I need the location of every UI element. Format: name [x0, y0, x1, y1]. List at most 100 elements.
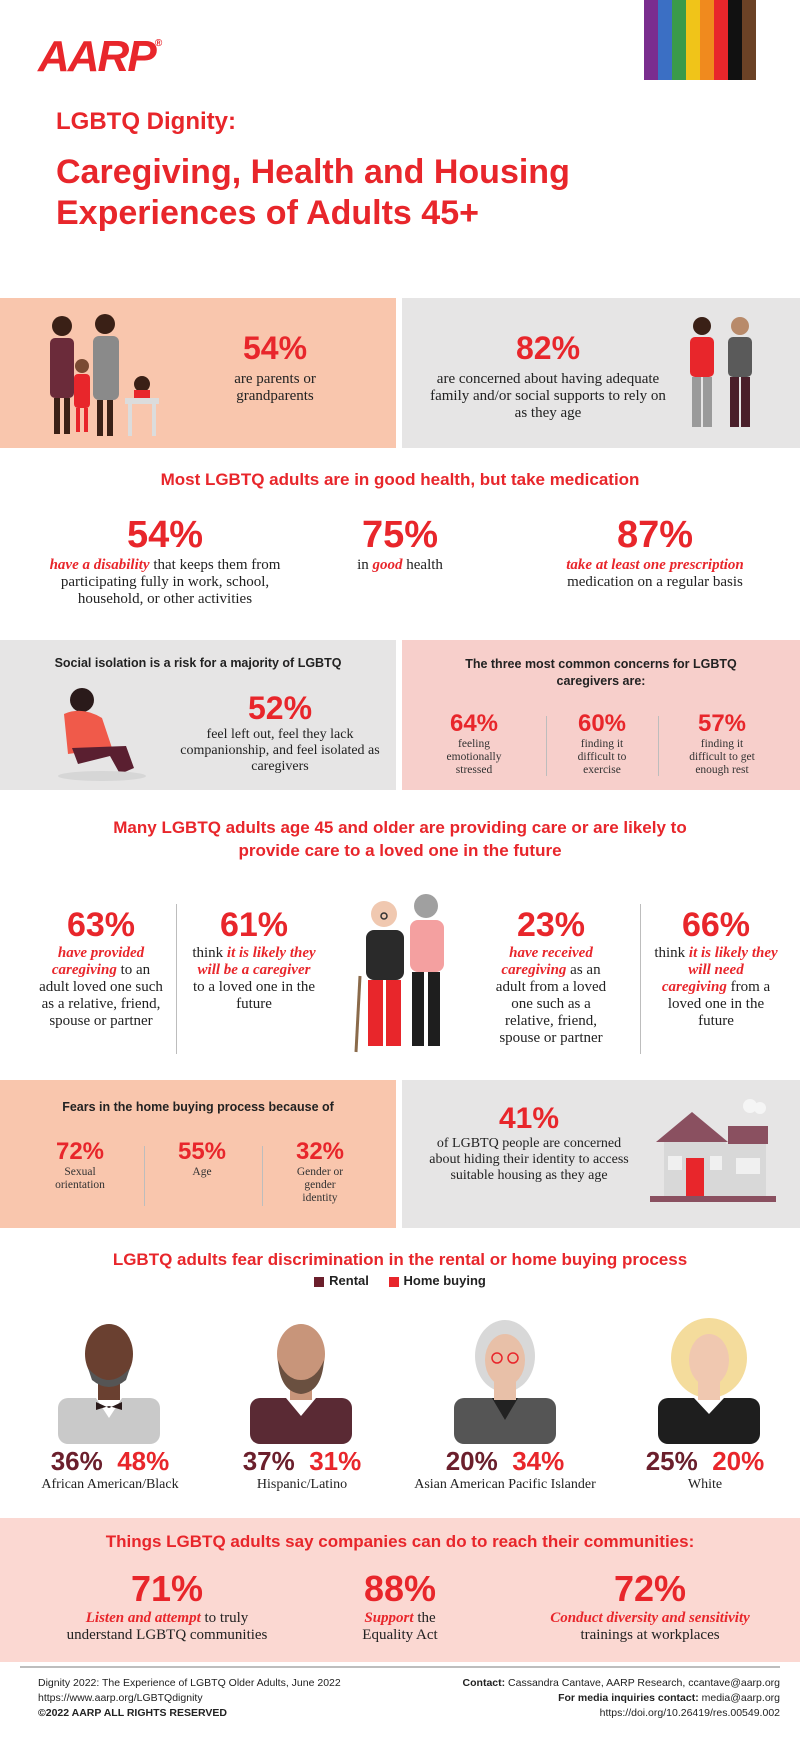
buying-pct: 34%	[512, 1446, 565, 1476]
fear-pct: 32%	[295, 1138, 345, 1165]
footer-divider	[20, 1666, 780, 1668]
fear-pct: 55%	[177, 1138, 227, 1165]
legend-buying: Home buying	[388, 1273, 486, 1288]
portrait-white	[658, 1318, 760, 1444]
media-label: For media inquiries contact:	[558, 1692, 699, 1704]
concern-desc: finding it difficult to get enough rest	[689, 738, 755, 776]
pride-stripe	[728, 0, 742, 80]
divider	[262, 1146, 263, 1206]
buying-pct: 31%	[309, 1446, 362, 1476]
isolated-person-illustration	[58, 688, 146, 781]
group-label: Hispanic/Latino	[256, 1477, 348, 1492]
legend-rental-swatch	[314, 1276, 325, 1287]
care-will-be-desc: to a loved one in the future	[192, 979, 316, 1012]
care-will-be-pct: 61%	[219, 906, 289, 944]
isolation-panel: Social isolation is a risk for a majorit…	[0, 640, 396, 790]
pride-stripe	[658, 0, 672, 80]
footer-url[interactable]: https://www.aarp.org/LGBTQdignity	[38, 1692, 203, 1704]
fear-item: 55% Age	[152, 1138, 252, 1179]
care-provided-pct: 63%	[66, 906, 136, 944]
care-received-desc: as an adult from a loved one such as a r…	[495, 962, 607, 1046]
media-email[interactable]: media@aarp.org	[701, 1692, 780, 1704]
buying-pct: 20%	[712, 1446, 765, 1476]
isolation-pct: 52%	[247, 690, 313, 726]
companies-panel: Things LGBTQ adults say companies can do…	[0, 1518, 800, 1662]
company-pct: 71%	[130, 1568, 204, 1609]
divider	[658, 716, 659, 776]
health-heading: Most LGBTQ adults are in good health, bu…	[160, 470, 640, 489]
discrimination-group: 37% 31% Hispanic/Latino	[212, 1446, 392, 1493]
care-will-be-em: it is likely they will be a	[197, 945, 316, 978]
group-label: African American/Black	[41, 1477, 179, 1492]
care-stat-provided: 63% have provided caregiving to an adult…	[36, 906, 166, 1030]
group-label: Asian American Pacific Islander	[414, 1477, 596, 1492]
company-pct: 88%	[363, 1568, 437, 1609]
medication-em: take at least one prescription	[566, 557, 744, 573]
discrimination-group: 36% 48% African American/Black	[20, 1446, 200, 1493]
rental-pct: 36%	[50, 1446, 103, 1476]
concerns-heading: The three most common concerns for LGBTQ…	[465, 657, 737, 688]
discrimination-heading: LGBTQ adults fear discrimination in the …	[112, 1250, 688, 1269]
companies-heading: Things LGBTQ adults say companies can do…	[105, 1532, 695, 1551]
disability-em: have a disability	[49, 557, 150, 573]
page-subtitle: LGBTQ Dignity:	[56, 108, 236, 135]
concern-item: 57% finding it difficult to get enough r…	[664, 710, 780, 777]
doi-link[interactable]: https://doi.org/10.26419/res.00549.002	[599, 1707, 780, 1719]
fear-pct: 72%	[55, 1138, 105, 1165]
fear-item: 32% Gender or gender identity	[270, 1138, 370, 1205]
parents-pct: 54%	[242, 330, 308, 366]
divider	[640, 904, 641, 1054]
care-will-need-em: it is likely they will need caregiving	[661, 945, 778, 995]
care-will-need-desc: from a loved one in the future	[667, 979, 771, 1029]
concern-pct: 64%	[449, 710, 499, 737]
company-desc: the Equality Act	[362, 1610, 438, 1643]
company-desc: to truly understand LGBTQ communities	[66, 1610, 268, 1643]
care-will-be-em2: caregiver	[252, 962, 311, 978]
buying-pct: 48%	[117, 1446, 170, 1476]
housing-pct: 41%	[498, 1102, 560, 1135]
care-stat-will-need: 66% think it is likely they will need ca…	[654, 906, 778, 1030]
care-stat-will-be: 61% think it is likely they will be a ca…	[192, 906, 316, 1013]
couple-illustration	[690, 317, 752, 427]
supports-pct: 82%	[515, 330, 581, 366]
portrait-hispanic	[250, 1324, 352, 1444]
care-provided-desc: to an adult loved one such as a relative…	[39, 962, 163, 1029]
company-em: Listen and attempt	[85, 1610, 201, 1626]
care-provided-em: have provided caregiving	[51, 945, 145, 978]
care-received-em: have received caregiving	[501, 945, 593, 978]
home-fears-heading: Fears in the home buying process because…	[62, 1100, 334, 1114]
disability-pct: 54%	[126, 514, 204, 556]
house-illustration	[650, 1099, 776, 1202]
housing-panel: 41% of LGBTQ people are concerned about …	[402, 1080, 800, 1228]
medication-desc: medication on a regular basis	[567, 574, 743, 590]
contact-text[interactable]: Cassandra Cantave, AARP Research, ccanta…	[508, 1677, 780, 1689]
care-will-need-pct: 66%	[681, 906, 751, 944]
care-will-need-pre: think	[654, 945, 686, 961]
rental-pct: 37%	[242, 1446, 295, 1476]
company-em: Conduct diversity and sensitivity	[550, 1610, 750, 1626]
discrimination-legend: Rental Home buying	[0, 1273, 800, 1288]
pride-stripe	[686, 0, 700, 80]
footer-copyright: ©2022 AARP ALL RIGHTS RESERVED	[38, 1707, 228, 1719]
portrait-african-american	[58, 1324, 160, 1444]
health-stat-medication: 87% take at least one prescription medic…	[560, 514, 750, 591]
group-label: White	[687, 1477, 723, 1492]
medication-pct: 87%	[616, 514, 694, 556]
concern-desc: feeling emotionally stressed	[446, 738, 502, 776]
fear-desc: Gender or gender identity	[296, 1166, 344, 1204]
legend-rental-label: Rental	[329, 1273, 369, 1288]
concern-pct: 57%	[697, 710, 747, 737]
fear-desc: Sexual orientation	[55, 1166, 105, 1191]
pride-stripe	[714, 0, 728, 80]
supports-panel: 82% are concerned about having adequate …	[402, 298, 800, 448]
company-action: 72% Conduct diversity and sensitivity tr…	[540, 1568, 760, 1644]
supports-desc: are concerned about having adequate fami…	[430, 371, 666, 421]
rental-pct: 25%	[645, 1446, 698, 1476]
pride-stripe	[644, 0, 658, 80]
legend-rental: Rental	[314, 1273, 369, 1288]
legend-buying-swatch	[388, 1276, 399, 1287]
divider	[546, 716, 547, 776]
footer-source: Dignity 2022: The Experience of LGBTQ Ol…	[38, 1677, 341, 1689]
concerns-panel: The three most common concerns for LGBTQ…	[402, 640, 800, 790]
family-illustration	[50, 314, 159, 436]
